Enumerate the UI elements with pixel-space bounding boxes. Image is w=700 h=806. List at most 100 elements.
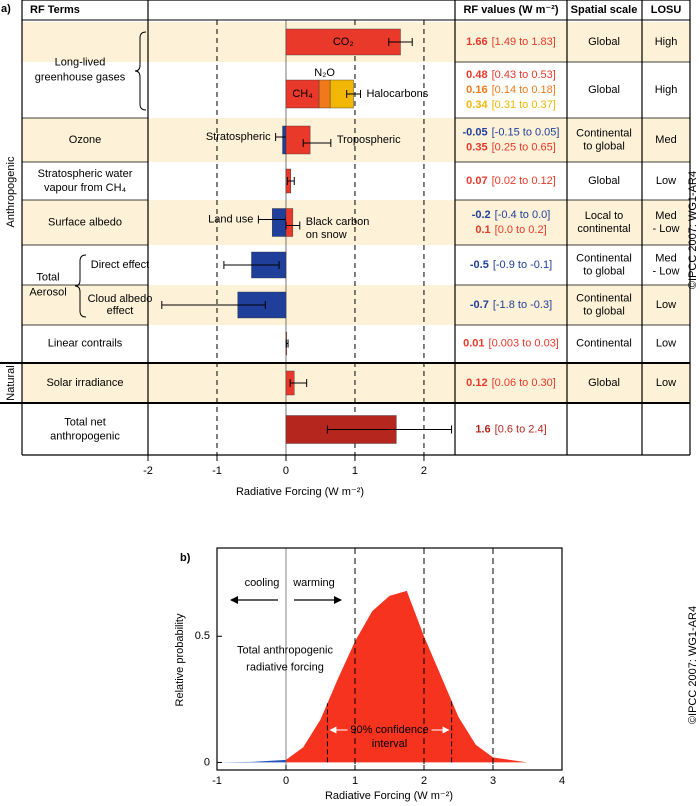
direction-label: cooling [245, 577, 280, 589]
losu: Low [656, 175, 676, 187]
row-label: Surface albedo [48, 216, 122, 228]
bar-label: on snow [306, 229, 347, 241]
group-label: Long-lived [55, 56, 106, 68]
spatial-scale: Continental [576, 127, 632, 139]
rf-value-number: 0.07 [466, 175, 487, 187]
spatial-scale: Global [588, 84, 620, 96]
y-axis-label: Relative probability [174, 613, 186, 706]
rf-value-number: 0.16 [466, 84, 487, 96]
row-background [22, 118, 690, 162]
rf-value-range: [0.25 to 0.65] [492, 141, 556, 153]
rf-value-range: [0.31 to 0.37] [492, 99, 556, 111]
rf-value-range: [-0.4 to 0.0] [495, 209, 551, 221]
series-label: Total anthropogenic [237, 644, 334, 656]
rf-value-range: [0.43 to 0.53] [492, 69, 556, 81]
rf-value: 0.12 [0.06 to 0.30] [466, 377, 556, 389]
rf-value-number: 0.34 [466, 99, 488, 111]
x-tick-label: 3 [490, 775, 496, 787]
rf-value-range: [0.003 to 0.03] [489, 337, 559, 349]
rf-value-number: 0.12 [466, 377, 487, 389]
rf-value-number: 1.66 [466, 36, 487, 48]
rf-value: 0.01 [0.003 to 0.03] [463, 337, 559, 349]
rf-value: 0.35 [0.25 to 0.65] [466, 141, 556, 153]
spatial-scale: Continental [576, 292, 632, 304]
ci-label: 90% confidence [350, 724, 428, 736]
rf-value-number: 0.48 [466, 69, 487, 81]
bar [285, 79, 320, 109]
bar [285, 208, 294, 237]
bar-label: Tropospheric [337, 134, 401, 146]
plot-frame [216, 547, 563, 771]
losu: Med [655, 134, 676, 146]
rf-value-range: [0.0 to 0.2] [495, 224, 547, 236]
spatial-scale: Global [588, 377, 620, 389]
spatial-scale: Continental [576, 252, 632, 264]
x-tick-label: 0 [283, 465, 289, 477]
x-tick-label: -1 [212, 775, 222, 787]
bar-label: CO₂ [333, 36, 354, 48]
rf-value-number: -0.2 [472, 209, 491, 221]
rf-value: 0.1 [0.0 to 0.2] [475, 224, 546, 236]
rf-value-range: [0.14 to 0.18] [492, 84, 556, 96]
area [286, 590, 528, 763]
y-tick-label: 0 [204, 756, 210, 768]
bar-label: Halocarbons [366, 88, 428, 100]
spatial-scale: Global [588, 175, 620, 187]
spatial-scale: continental [577, 223, 630, 235]
rf-value-range: [-0.15 to 0.05] [492, 126, 560, 138]
spatial-scale: Local to [585, 210, 624, 222]
row-label: Total net [64, 416, 106, 428]
x-tick-label: 1 [352, 775, 358, 787]
losu: Med [655, 252, 676, 264]
spatial-scale: Continental [576, 337, 632, 349]
row-background [22, 200, 690, 245]
row-label: Stratospheric water [38, 168, 133, 180]
rf-value: 0.48 [0.43 to 0.53] [466, 69, 556, 81]
bar-label: Land use [208, 213, 253, 225]
row-background [22, 364, 690, 402]
spatial-scale: to global [583, 305, 625, 317]
bar-label: N₂O [314, 67, 335, 79]
losu: Med [655, 210, 676, 222]
row-label: Ozone [69, 134, 101, 146]
row-label: Linear contrails [48, 337, 123, 349]
group-label: Aerosol [29, 286, 66, 298]
spatial-scale: Global [588, 36, 620, 48]
row-label: effect [107, 305, 134, 317]
bar-label: CH₄ [292, 88, 313, 100]
area-negative [217, 759, 286, 763]
header: LOSU [651, 4, 682, 16]
rf-value-range: [0.6 to 2.4] [495, 423, 547, 435]
brace [134, 31, 147, 111]
losu: - Low [653, 265, 680, 277]
panel-label: b) [180, 552, 191, 564]
rf-value-range: [-1.8 to -0.3] [493, 299, 552, 311]
rf-value-number: -0.05 [463, 126, 488, 138]
x-tick-label: -2 [143, 465, 153, 477]
losu: High [655, 36, 678, 48]
brace [74, 254, 87, 318]
rf-value: 1.66 [1.49 to 1.83] [466, 36, 556, 48]
row-background [22, 285, 690, 325]
section-label: Anthropogenic [5, 156, 17, 227]
bar-label: Black carbon [306, 216, 370, 228]
rf-value-number: -0.5 [470, 259, 489, 271]
rf-value: -0.7 [-1.8 to -0.3] [470, 299, 552, 311]
group-label: Total [36, 271, 59, 283]
x-tick-label: 1 [352, 465, 358, 477]
watermark: ©IPCC 2007: WG1-AR4 [687, 606, 699, 724]
direction-label: warming [292, 577, 335, 589]
losu: - Low [653, 223, 680, 235]
rf-value: -0.05 [-0.15 to 0.05] [463, 126, 560, 138]
x-tick-label: 2 [421, 775, 427, 787]
rf-value: 0.16 [0.14 to 0.18] [466, 84, 556, 96]
row-label: Solar irradiance [46, 377, 123, 389]
watermark: ©IPCC 2007: WG1-AR4 [687, 171, 699, 289]
series-label: radiative forcing [246, 661, 324, 673]
x-axis-label: Radiative Forcing (W m⁻²) [236, 486, 364, 498]
spatial-scale: to global [583, 265, 625, 277]
rf-value: -0.2 [-0.4 to 0.0] [472, 209, 551, 221]
x-tick-label: -1 [212, 465, 222, 477]
panel-label: a) [1, 3, 11, 15]
